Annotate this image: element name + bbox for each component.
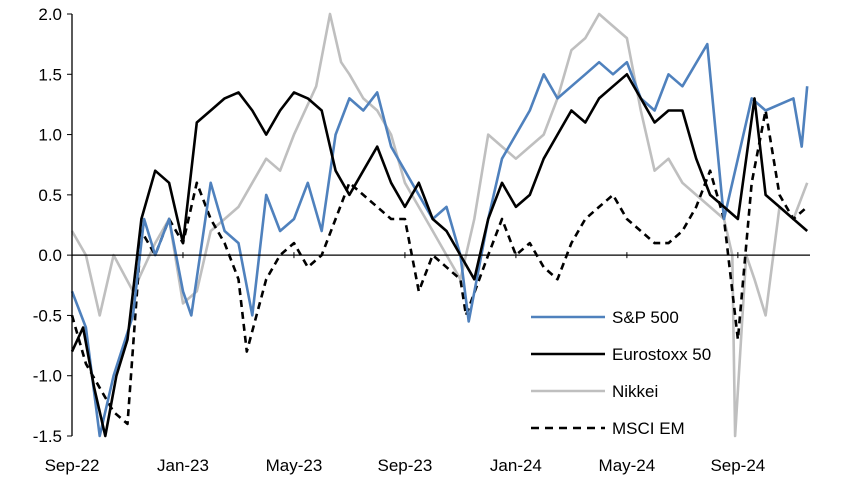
x-tick-label: Sep-24 xyxy=(710,456,765,475)
x-tick-label: Jan-23 xyxy=(157,456,209,475)
y-tick-label: 0.0 xyxy=(38,246,62,265)
legend-label: MSCI EM xyxy=(612,419,685,438)
y-tick-label: 1.5 xyxy=(38,65,62,84)
x-tick-label: Jan-24 xyxy=(490,456,542,475)
series-layer xyxy=(70,12,809,438)
y-tick-label: -1.5 xyxy=(33,427,62,446)
legend-label: Nikkei xyxy=(612,382,658,401)
x-tick-label: Sep-22 xyxy=(45,456,100,475)
series-line-eurostoxx-50 xyxy=(70,73,809,438)
series-line-msci-em xyxy=(70,109,809,426)
legend-label: S&P 500 xyxy=(612,308,679,327)
x-axis-ticks: Sep-22 Jan-23 May-23 Sep-23 Jan-24 May-24 Sep-… xyxy=(45,252,765,475)
series-line-nikkei xyxy=(70,12,809,438)
y-tick-label: 1.0 xyxy=(38,126,62,145)
y-tick-label: 0.5 xyxy=(38,186,62,205)
y-axis-ticks: -1.5 -1.0 -0.5 0.0 0.5 1.0 1.5 2.0 xyxy=(33,5,72,446)
legend-label: Eurostoxx 50 xyxy=(612,345,711,364)
x-tick-label: May-23 xyxy=(266,456,323,475)
legend: S&P 500 Eurostoxx 50 Nikkei MSCI EM xyxy=(531,308,711,438)
y-tick-label: -0.5 xyxy=(33,306,62,325)
series-line-s-p-500 xyxy=(70,42,809,438)
x-tick-label: May-24 xyxy=(599,456,656,475)
y-tick-label: 2.0 xyxy=(38,5,62,24)
y-tick-label: -1.0 xyxy=(33,367,62,386)
x-tick-label: Sep-23 xyxy=(378,456,433,475)
